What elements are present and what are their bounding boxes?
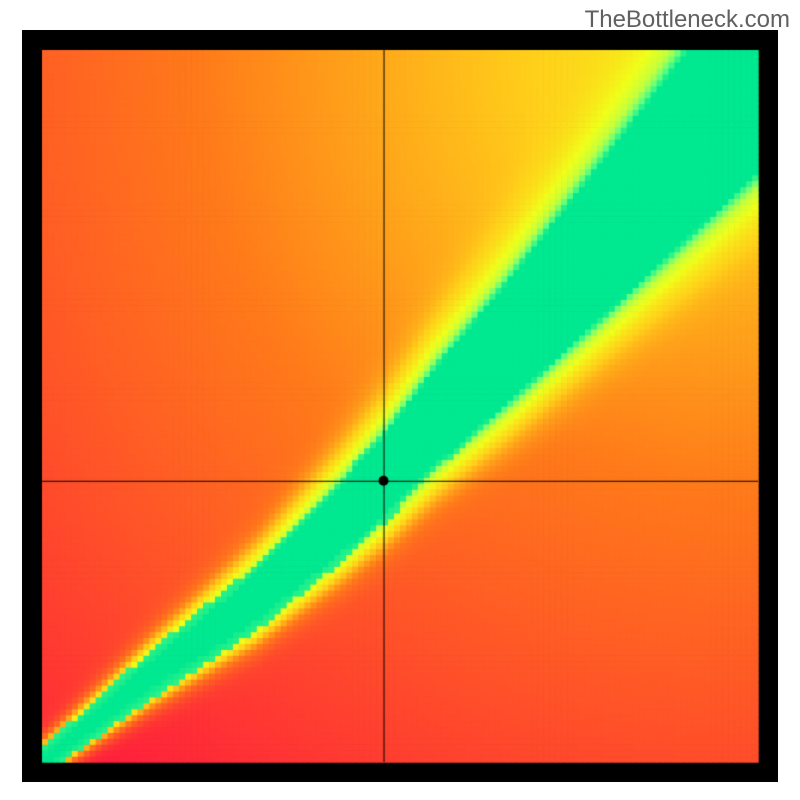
heatmap-frame — [22, 30, 778, 782]
crosshair-overlay — [22, 30, 778, 782]
watermark-text: TheBottleneck.com — [585, 6, 790, 34]
